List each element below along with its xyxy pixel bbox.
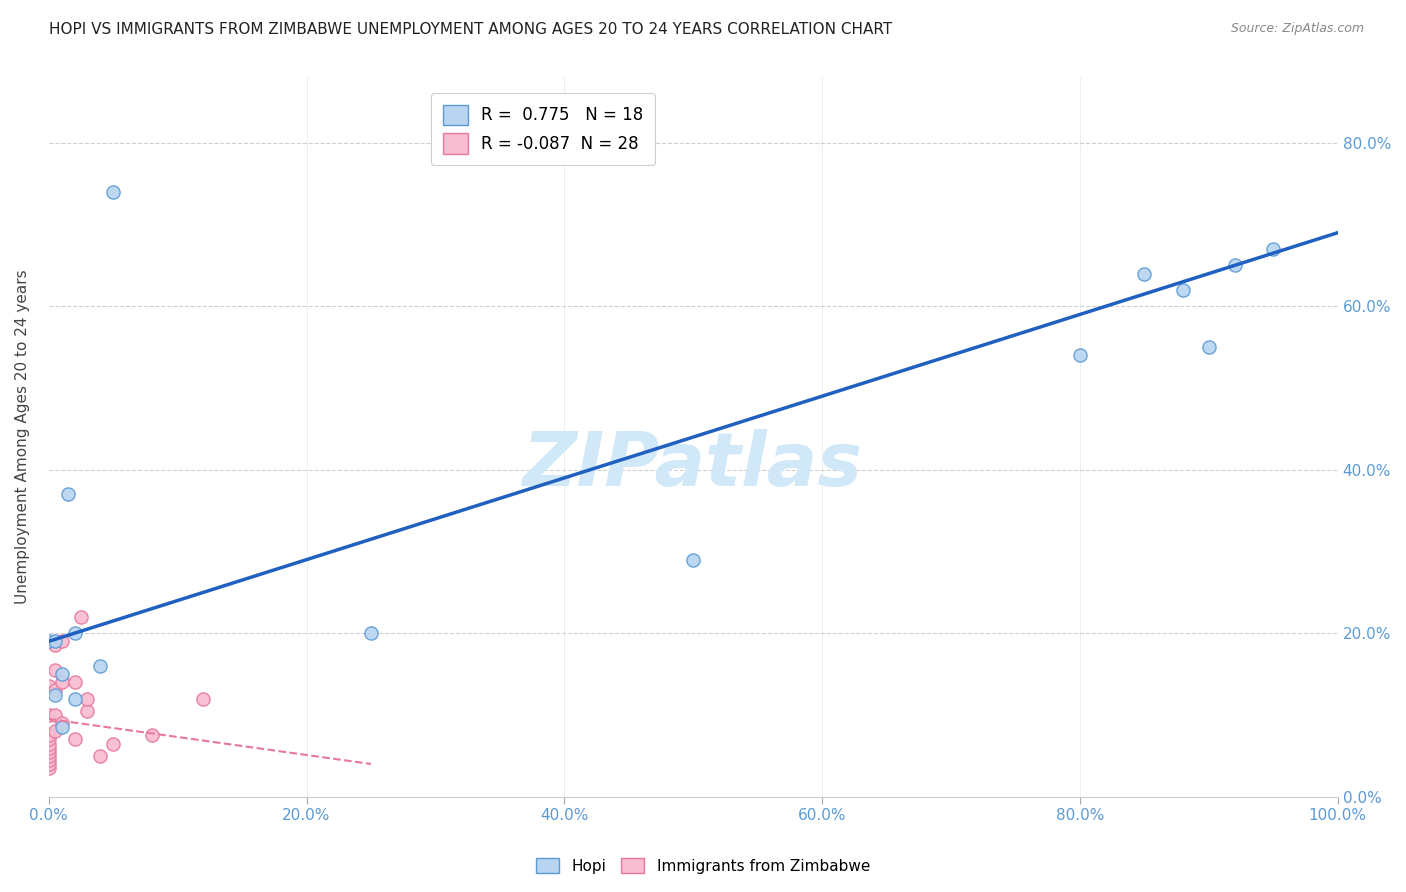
Point <box>1171 283 1194 297</box>
Point <box>44 688 66 702</box>
Point <box>70 610 93 624</box>
Point <box>76 704 98 718</box>
Point <box>89 748 111 763</box>
Point <box>1263 242 1285 256</box>
Text: ZIPatlas: ZIPatlas <box>523 429 863 502</box>
Legend: Hopi, Immigrants from Zimbabwe: Hopi, Immigrants from Zimbabwe <box>530 852 876 880</box>
Legend: R =  0.775   N = 18, R = -0.087  N = 28: R = 0.775 N = 18, R = -0.087 N = 28 <box>430 93 655 165</box>
Point <box>44 639 66 653</box>
Point <box>38 740 60 755</box>
Point <box>56 487 79 501</box>
Point <box>51 675 73 690</box>
Y-axis label: Unemployment Among Ages 20 to 24 years: Unemployment Among Ages 20 to 24 years <box>15 269 30 605</box>
Point <box>38 748 60 763</box>
Point <box>1223 259 1246 273</box>
Point <box>76 691 98 706</box>
Point <box>38 634 60 648</box>
Text: HOPI VS IMMIGRANTS FROM ZIMBABWE UNEMPLOYMENT AMONG AGES 20 TO 24 YEARS CORRELAT: HOPI VS IMMIGRANTS FROM ZIMBABWE UNEMPLO… <box>49 22 893 37</box>
Point <box>141 728 163 742</box>
Point <box>63 691 86 706</box>
Point <box>44 683 66 698</box>
Point <box>38 728 60 742</box>
Point <box>38 745 60 759</box>
Point <box>38 737 60 751</box>
Point <box>63 626 86 640</box>
Text: Source: ZipAtlas.com: Source: ZipAtlas.com <box>1230 22 1364 36</box>
Point <box>38 753 60 767</box>
Point <box>63 675 86 690</box>
Point <box>51 634 73 648</box>
Point <box>38 708 60 723</box>
Point <box>51 720 73 734</box>
Point <box>63 732 86 747</box>
Point <box>44 708 66 723</box>
Point <box>38 732 60 747</box>
Point <box>193 691 215 706</box>
Point <box>682 552 704 566</box>
Point <box>103 737 125 751</box>
Point <box>38 756 60 771</box>
Point <box>1069 348 1091 362</box>
Point <box>89 659 111 673</box>
Point <box>103 185 125 199</box>
Point <box>1133 267 1156 281</box>
Point <box>1198 340 1220 354</box>
Point <box>38 761 60 775</box>
Point <box>51 716 73 731</box>
Point <box>51 667 73 681</box>
Point <box>44 724 66 739</box>
Point <box>360 626 382 640</box>
Point <box>44 663 66 677</box>
Point <box>38 679 60 693</box>
Point <box>44 634 66 648</box>
